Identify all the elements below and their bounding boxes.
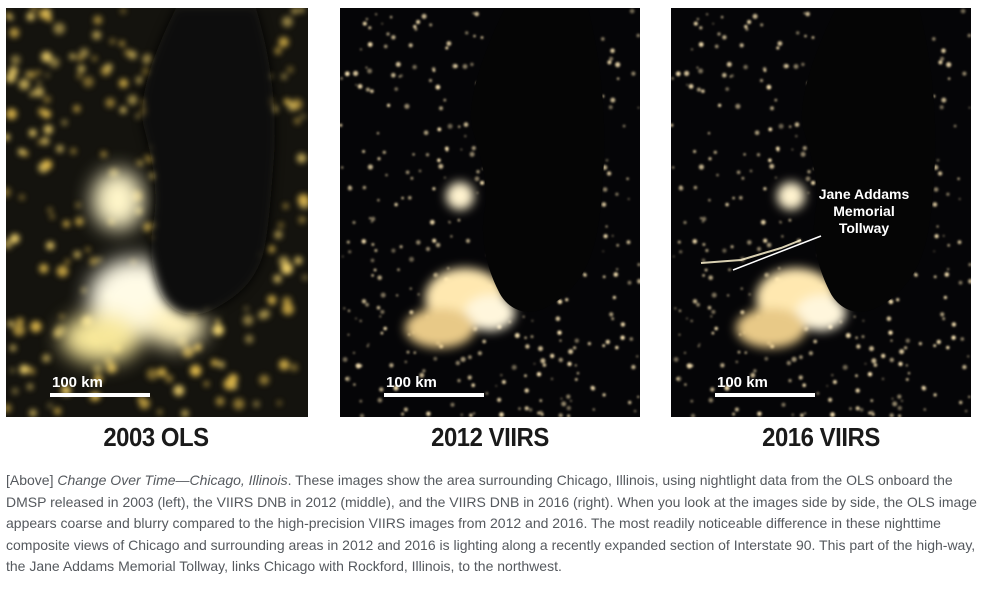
panel-label-2003: 2003 OLS	[103, 422, 209, 452]
tollway-highlight	[700, 239, 802, 264]
scale-label: 100 km	[386, 374, 437, 391]
scale-bar	[384, 393, 484, 397]
scale-bar	[50, 393, 150, 397]
scale-label: 100 km	[52, 374, 103, 391]
viirs-2012-image: N 100 km	[340, 8, 640, 417]
ols-2003-night-map	[6, 8, 308, 417]
scale-label: 100 km	[717, 374, 768, 391]
annotation-leader-line	[732, 235, 822, 271]
tollway-annotation: Jane Addams Memorial Tollway	[818, 186, 910, 236]
panel-label-2012: 2012 VIIRS	[431, 422, 549, 452]
panel-label-2016: 2016 VIIRS	[762, 422, 880, 452]
ols-2003-image: N 100 km	[6, 8, 308, 417]
caption-title: Change Over Time—Chicago, Illinois	[57, 472, 288, 488]
figure-caption: [Above] Change Over Time—Chicago, Illino…	[6, 470, 978, 578]
viirs-2012-night-map	[340, 8, 640, 417]
viirs-2016-night-map	[671, 8, 971, 417]
caption-prefix: [Above]	[6, 472, 58, 488]
scale-bar	[715, 393, 815, 397]
caption-body: . These images show the area surrounding…	[6, 472, 977, 574]
viirs-2016-image: Jane Addams Memorial Tollway N 100 km	[671, 8, 971, 417]
